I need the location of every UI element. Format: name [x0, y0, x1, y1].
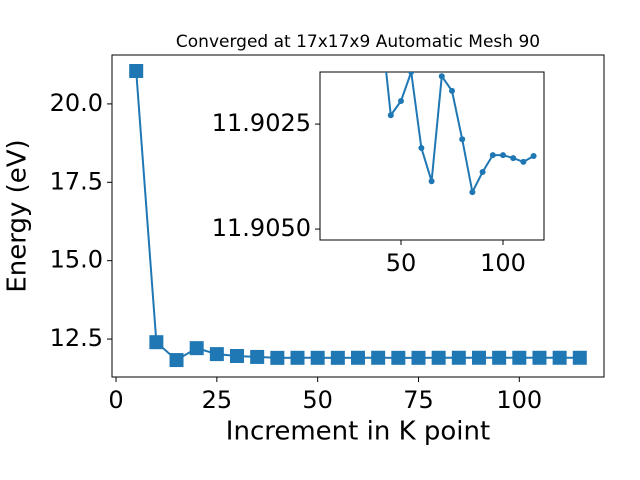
- y-tick-label: 20.0: [50, 89, 103, 117]
- x-tick-label: 50: [386, 249, 417, 277]
- x-tick-label: 100: [480, 249, 526, 277]
- marker: [149, 335, 164, 350]
- marker: [479, 168, 486, 175]
- marker: [250, 349, 265, 364]
- x-tick-label: 50: [302, 386, 333, 414]
- plot-content: [378, 16, 537, 196]
- marker: [418, 145, 425, 152]
- marker: [428, 178, 435, 185]
- marker: [431, 350, 446, 365]
- marker: [469, 189, 476, 196]
- y-tick-label: 17.5: [50, 167, 103, 195]
- marker: [492, 350, 507, 365]
- marker: [520, 158, 527, 165]
- x-tick-label: 25: [202, 386, 233, 414]
- marker: [512, 350, 527, 365]
- marker: [391, 350, 406, 365]
- marker: [411, 350, 426, 365]
- x-tick-label: 75: [403, 386, 434, 414]
- marker: [459, 136, 466, 143]
- y-tick-label: 11.9050: [212, 214, 311, 242]
- marker: [330, 350, 345, 365]
- marker: [552, 350, 567, 365]
- marker: [270, 350, 285, 365]
- plot-content: [129, 63, 587, 368]
- marker: [230, 348, 245, 363]
- marker: [169, 353, 184, 368]
- y-tick-label: 15.0: [50, 246, 103, 274]
- marker: [530, 153, 537, 159]
- plot-area: [319, 71, 545, 241]
- x-axis-label: Increment in K point: [226, 417, 490, 447]
- x-tick-label: 100: [496, 386, 542, 414]
- marker: [351, 350, 365, 365]
- marker: [408, 72, 415, 75]
- marker: [572, 350, 587, 365]
- marker: [471, 350, 486, 365]
- chart-title: Converged at 17x17x9 Automatic Mesh 90: [176, 32, 540, 52]
- marker: [451, 350, 466, 365]
- series-line: [385, 72, 535, 196]
- marker: [378, 16, 384, 22]
- marker: [397, 97, 404, 104]
- marker: [310, 350, 325, 365]
- marker: [510, 155, 517, 162]
- x-tick-label: 0: [108, 386, 123, 414]
- marker: [438, 73, 445, 80]
- marker: [448, 87, 455, 94]
- marker: [290, 350, 305, 365]
- marker: [189, 341, 204, 356]
- marker: [129, 63, 144, 78]
- marker: [371, 350, 386, 365]
- y-tick-label: 12.5: [50, 324, 103, 352]
- marker: [387, 112, 394, 119]
- marker: [499, 152, 506, 159]
- y-axis-label: Energy (eV): [3, 139, 33, 292]
- marker: [489, 152, 496, 159]
- marker: [532, 350, 547, 365]
- y-tick-label: 11.9025: [212, 109, 311, 137]
- marker: [209, 347, 224, 362]
